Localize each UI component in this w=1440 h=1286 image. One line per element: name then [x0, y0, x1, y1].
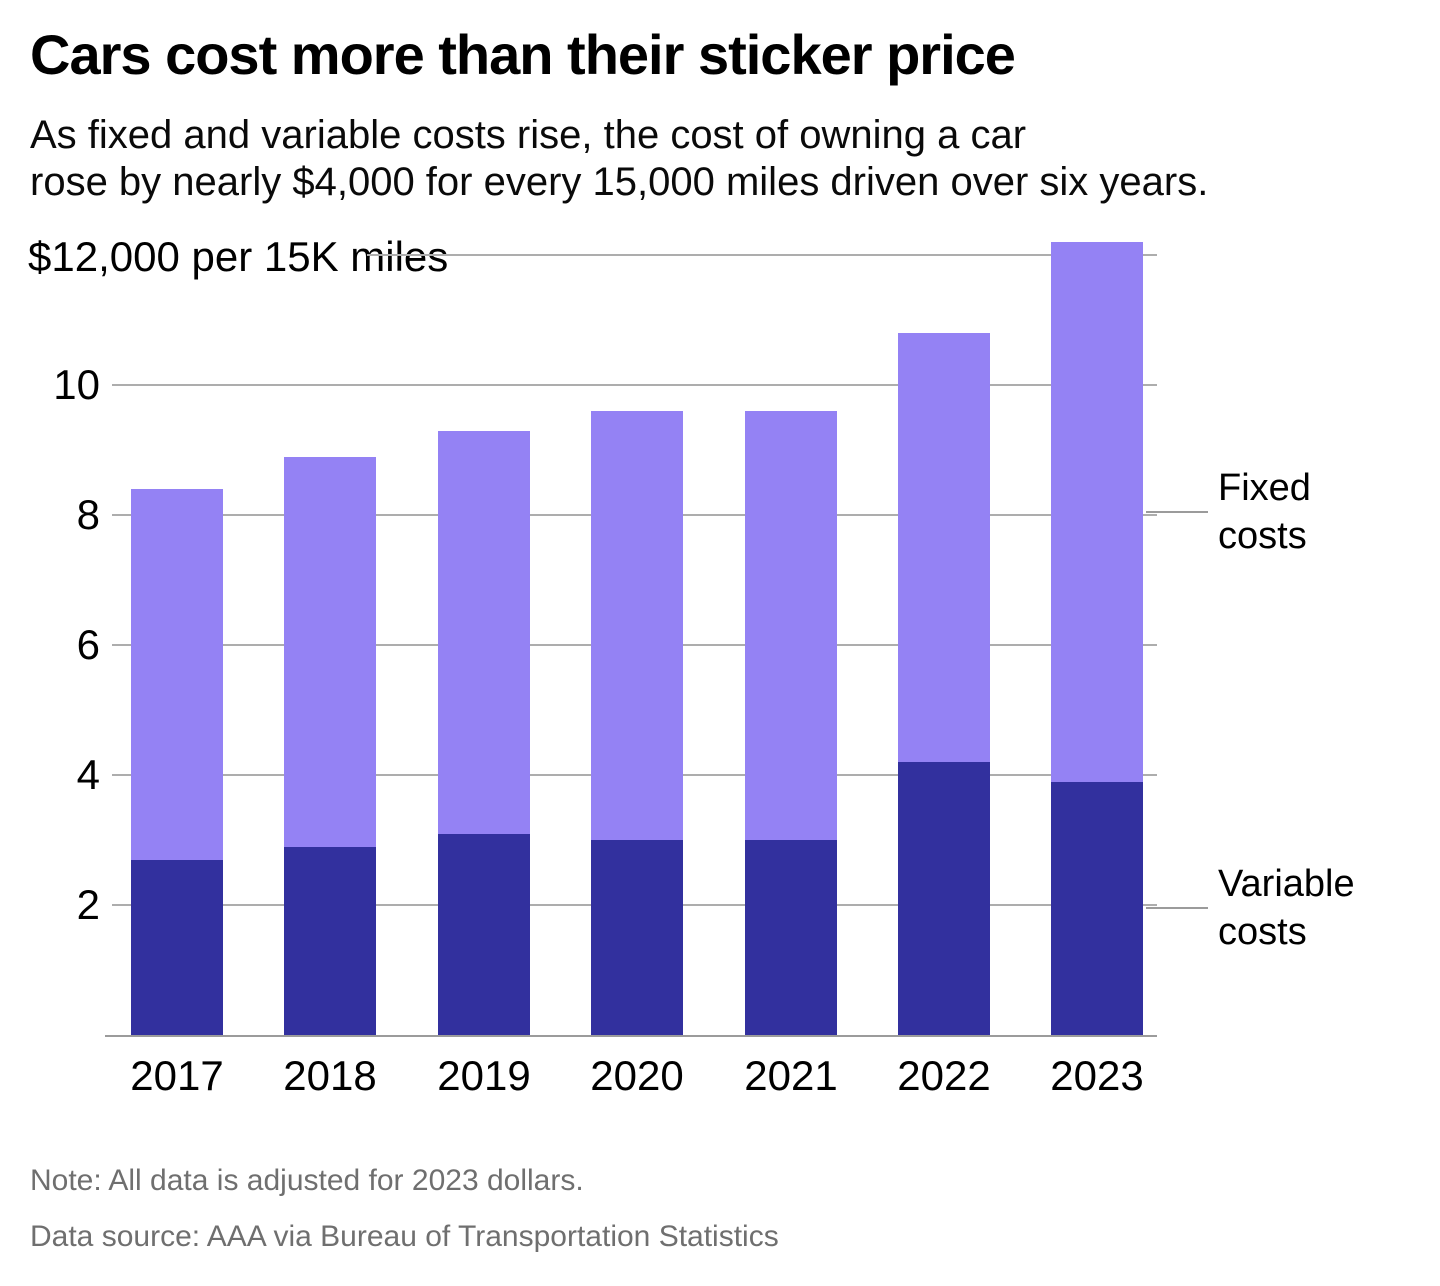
footnote: Note: All data is adjusted for 2023 doll…: [30, 1164, 584, 1197]
x-tick-2017: 2017: [130, 1052, 224, 1099]
x-tick-2019: 2019: [437, 1052, 531, 1099]
fixed-costs-leader-line: [1146, 511, 1208, 513]
variable-costs-label: Variable costs: [1218, 863, 1355, 953]
bar-segment-variable-2022: [898, 762, 990, 1035]
x-tick-2020: 2020: [590, 1052, 684, 1099]
y-tick-2: 2: [76, 881, 100, 928]
x-tick-2023: 2023: [1050, 1052, 1144, 1099]
bar-segment-variable-2023: [1051, 781, 1143, 1035]
data-source: Data source: AAA via Bureau of Transport…: [30, 1220, 779, 1253]
bar-segment-fixed-2020: [591, 411, 683, 840]
y-tick-4: 4: [76, 751, 100, 798]
bar-segment-variable-2020: [591, 840, 683, 1035]
bar-segment-fixed-2021: [745, 411, 837, 840]
x-axis-line: [105, 1035, 1157, 1037]
y-tick-10: 10: [53, 361, 100, 408]
y-axis-unit-label: $12,000 per 15K miles: [28, 233, 449, 280]
bar-segment-fixed-2017: [131, 489, 223, 860]
bar-segment-fixed-2019: [438, 430, 530, 834]
fixed-costs-label: Fixed costs: [1218, 467, 1311, 557]
bar-segment-fixed-2023: [1051, 242, 1143, 782]
gridline-12: [367, 254, 1157, 256]
x-tick-2021: 2021: [744, 1052, 838, 1099]
variable-costs-leader-line: [1146, 907, 1208, 909]
bar-segment-variable-2017: [131, 859, 223, 1035]
bar-segment-fixed-2018: [284, 456, 376, 847]
bar-segment-variable-2018: [284, 846, 376, 1035]
x-tick-2022: 2022: [897, 1052, 991, 1099]
bar-segment-fixed-2022: [898, 333, 990, 762]
chart-title: Cars cost more than their sticker price: [30, 23, 1016, 86]
y-tick-6: 6: [76, 621, 100, 668]
y-tick-8: 8: [76, 491, 100, 538]
x-tick-2018: 2018: [283, 1052, 377, 1099]
chart-subtitle: As fixed and variable costs rise, the co…: [30, 113, 1209, 204]
bar-segment-variable-2019: [438, 833, 530, 1035]
bar-segment-variable-2021: [745, 840, 837, 1035]
gridline-10: [112, 384, 1157, 386]
